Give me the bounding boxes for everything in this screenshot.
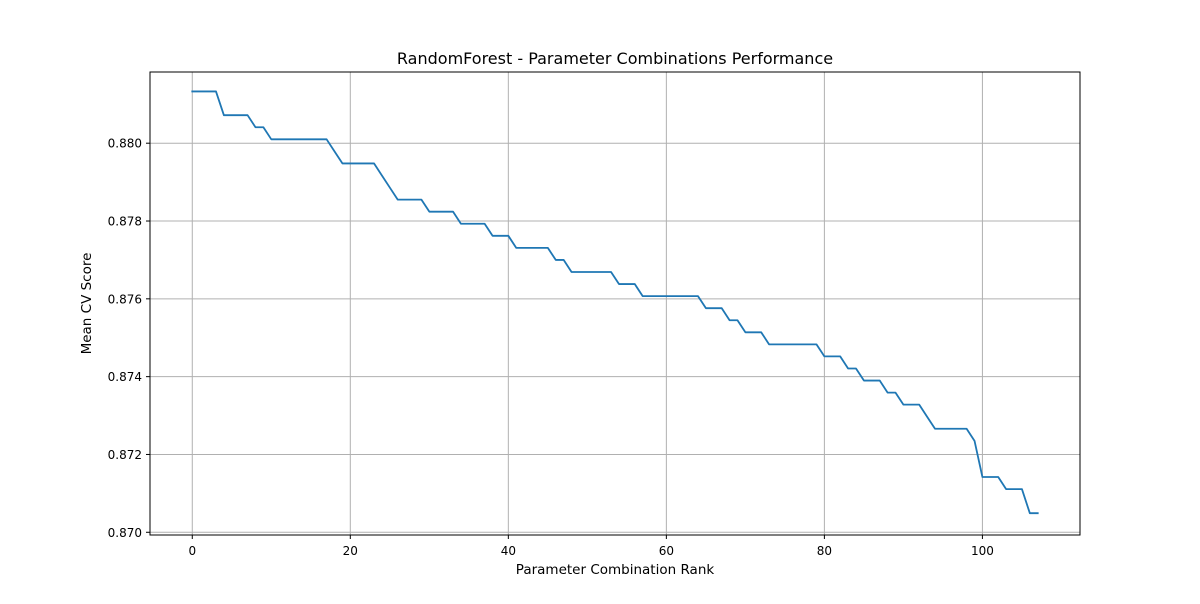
y-tick-label: 0.874 (108, 370, 142, 384)
y-tick-label: 0.878 (108, 215, 142, 229)
x-tick-label: 40 (501, 544, 516, 558)
y-tick-label: 0.870 (108, 526, 142, 540)
x-tick-label: 80 (817, 544, 832, 558)
plot-frame (149, 71, 1081, 536)
series-layer (191, 90, 1039, 515)
x-tick-label: 0 (188, 544, 196, 558)
x-axis-ticks: 0 20 40 60 80 100 (188, 535, 994, 558)
chart-title: RandomForest - Parameter Combinations Pe… (397, 49, 833, 68)
x-tick-label: 100 (971, 544, 994, 558)
y-axis-ticks: 0.870 0.872 0.874 0.876 0.878 0.880 (108, 137, 150, 540)
x-axis-label: Parameter Combination Rank (516, 562, 715, 578)
grid (150, 72, 1080, 535)
y-tick-label: 0.880 (108, 137, 142, 151)
y-tick-label: 0.872 (108, 448, 142, 462)
x-tick-label: 60 (659, 544, 674, 558)
y-axis-label: Mean CV Score (79, 253, 95, 355)
series-line (191, 90, 1039, 515)
y-tick-label: 0.876 (108, 292, 142, 306)
x-tick-label: 20 (343, 544, 358, 558)
